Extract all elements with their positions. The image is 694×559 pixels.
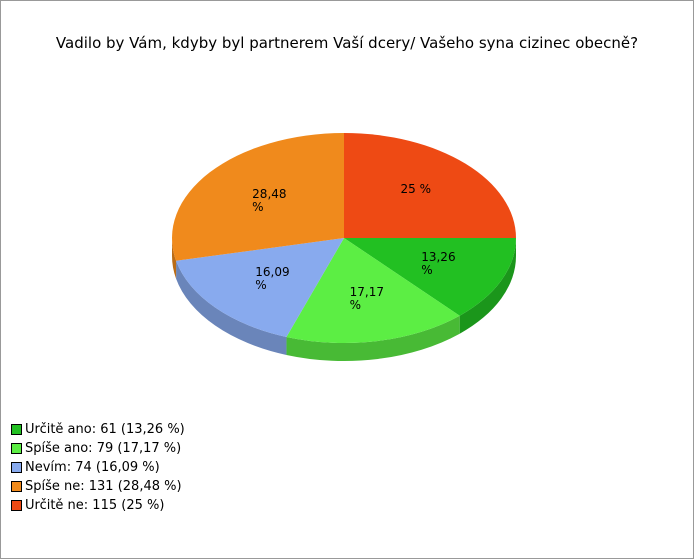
legend-label: Nevím: 74 (16,09 %) (25, 460, 160, 475)
slice-side (176, 260, 287, 355)
data-label: 28,48 % (252, 186, 287, 214)
legend-entry: Nevím: 74 (16,09 %) (11, 460, 160, 475)
legend-label: Určitě ne: 115 (25 %) (25, 498, 165, 513)
legend-swatch (11, 462, 22, 473)
slice-side (286, 315, 460, 362)
data-label: 25 % (400, 181, 432, 196)
chart-title: Vadilo by Vám, kdyby byl partnerem Vaší … (55, 34, 639, 52)
slice-side (172, 238, 177, 279)
legend-swatch (11, 481, 22, 492)
data-label: 17,17 % (349, 284, 384, 312)
legend-entry: Spíše ano: 79 (17,17 %) (11, 441, 181, 456)
legend-label: Určitě ano: 61 (13,26 %) (25, 422, 185, 437)
legend-entry: Určitě ano: 61 (13,26 %) (11, 422, 185, 437)
slice-side (459, 238, 516, 334)
slice (344, 238, 516, 316)
data-label: 13,26 % (421, 249, 456, 277)
slice (176, 238, 344, 337)
legend-entry: Určitě ne: 115 (25 %) (11, 498, 164, 513)
slice (286, 238, 460, 343)
slice (172, 133, 344, 261)
data-label: 16,09 % (255, 265, 290, 293)
slice (344, 133, 516, 238)
legend-swatch (11, 443, 22, 454)
legend-label: Spíše ne: 131 (28,48 %) (25, 479, 182, 494)
legend-label: Spíše ano: 79 (17,17 %) (25, 441, 182, 456)
legend-swatch (11, 424, 22, 435)
legend-swatch (11, 500, 22, 511)
legend-entry: Spíše ne: 131 (28,48 %) (11, 479, 182, 494)
